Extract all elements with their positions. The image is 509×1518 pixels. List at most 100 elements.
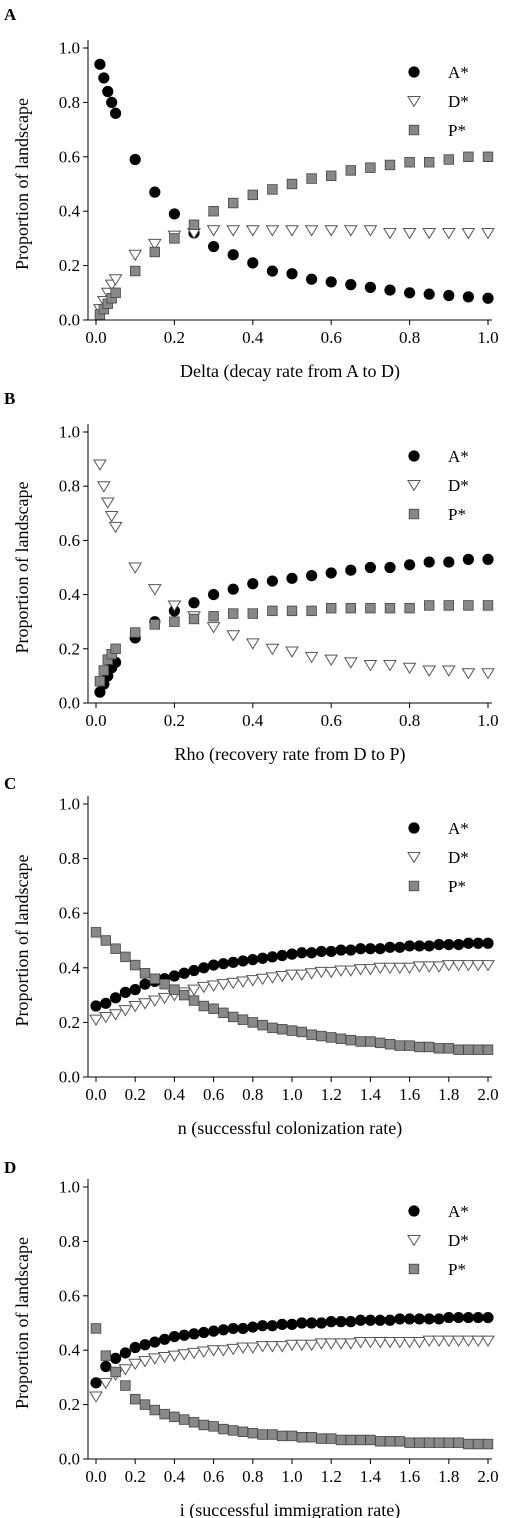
legend-marker [408, 66, 420, 78]
x-tick-label: 1.6 [399, 1085, 420, 1104]
data-point [423, 600, 435, 611]
y-tick-label: 0.0 [59, 1450, 80, 1469]
data-point [353, 1337, 368, 1349]
data-point [138, 1356, 152, 1368]
data-point [208, 959, 220, 971]
data-point [304, 651, 319, 664]
data-point [482, 151, 494, 163]
data-point [345, 944, 357, 956]
y-tick-label: 0.4 [59, 202, 81, 221]
data-point [90, 1000, 102, 1012]
data-point [453, 1044, 464, 1055]
data-point [168, 208, 180, 220]
data-point [294, 1339, 309, 1352]
data-point [256, 1320, 269, 1332]
data-point [472, 937, 484, 949]
data-point [394, 1436, 406, 1447]
x-tick-label: 1.2 [321, 1085, 342, 1104]
data-point [482, 553, 494, 565]
data-point [285, 969, 299, 981]
panel-d: D 0.0 0.2 0.4 0.6 0.8 1.0 0.0 0.2 0.4 0.6 0.8 1.0 1.2… [4, 1158, 499, 1518]
data-point [285, 225, 299, 237]
data-point [345, 1434, 357, 1446]
legend-marker [408, 1205, 420, 1217]
y-tick-label: 1.0 [59, 423, 80, 442]
data-point [118, 1005, 133, 1017]
data-point [256, 952, 269, 964]
data-point [364, 943, 376, 955]
data-point [106, 96, 118, 109]
y-tick-label: 0.8 [59, 849, 80, 868]
data-point [227, 608, 239, 619]
data-point [343, 965, 358, 977]
data-point [227, 1011, 239, 1023]
data-point [159, 1408, 170, 1420]
data-point [316, 1030, 327, 1042]
panel-b: B 0.0 0.2 0.4 0.6 0.8 1.0 0.0 0.2 0.4 0.6 0.8 1.0 Rho… [4, 389, 499, 765]
data-point [286, 948, 298, 960]
data-point [471, 960, 486, 972]
data-point [100, 1360, 112, 1373]
data-point [324, 654, 339, 667]
data-point [168, 1331, 180, 1343]
data-point [275, 970, 290, 983]
data-point [423, 288, 435, 300]
data-point [98, 665, 110, 676]
data-point [90, 927, 102, 938]
data-point [451, 960, 466, 972]
data-point [452, 1311, 465, 1324]
data-point [169, 233, 180, 244]
data-point [110, 943, 121, 954]
data-point [187, 984, 201, 997]
y-axis-title: Proportion of landscape [12, 98, 32, 270]
data-point [187, 1347, 201, 1360]
data-point [245, 1342, 260, 1354]
data-point [325, 945, 337, 958]
data-point [325, 602, 337, 614]
y-tick-label: 0.8 [59, 93, 80, 112]
data-point [404, 1040, 415, 1051]
data-point [325, 1032, 337, 1043]
data-point [324, 225, 339, 237]
data-point [237, 955, 249, 967]
data-point [314, 1338, 329, 1350]
y-tick-label: 1.0 [59, 795, 80, 814]
series-p-star [94, 151, 494, 320]
data-point [149, 1404, 161, 1416]
data-point [443, 600, 455, 611]
data-point [100, 935, 112, 946]
data-point [374, 1314, 386, 1326]
x-tick-label: 0.4 [164, 1085, 186, 1104]
data-point [345, 165, 357, 176]
data-point [237, 1014, 249, 1025]
data-point [286, 572, 298, 584]
data-point [198, 1419, 210, 1431]
data-point [374, 943, 386, 955]
data-point [443, 154, 455, 165]
data-point [433, 1437, 445, 1448]
data-point [149, 973, 161, 984]
legend-marker [408, 124, 420, 136]
data-point [441, 1335, 456, 1348]
data-point [325, 567, 337, 579]
data-point [218, 1007, 229, 1019]
data-point [257, 1429, 268, 1440]
data-point [128, 1001, 143, 1013]
y-tick-label: 1.0 [59, 1178, 80, 1197]
x-tick-label: 0.0 [85, 1467, 106, 1486]
data-point [110, 643, 121, 655]
data-point [247, 578, 259, 590]
data-point [245, 225, 260, 237]
data-point [110, 287, 121, 299]
x-tick-label: 0.0 [85, 711, 106, 730]
data-point [343, 657, 358, 669]
data-point [402, 962, 417, 975]
data-point [451, 1335, 466, 1348]
data-point [236, 976, 250, 988]
data-point [365, 1434, 376, 1446]
data-point [120, 951, 131, 963]
data-point [247, 1017, 259, 1028]
x-tick-label: 2.0 [477, 1467, 498, 1486]
data-point [472, 1311, 484, 1324]
data-point [423, 940, 435, 952]
